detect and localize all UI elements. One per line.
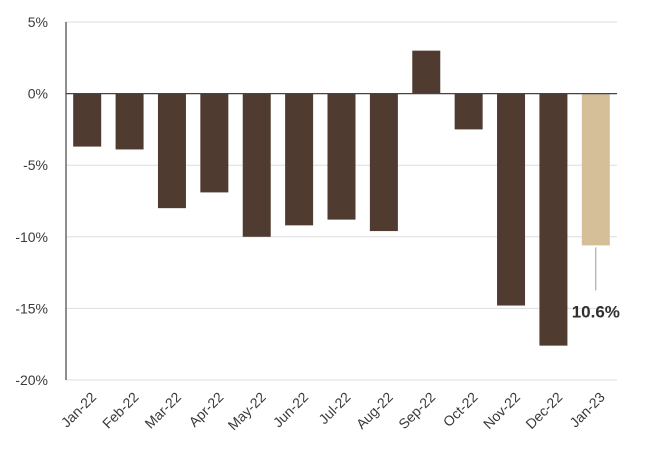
x-tick-label: Nov-22 (480, 389, 523, 432)
y-axis-tick-labels: 5% 0% -5% -10% -15% -20% (15, 14, 48, 388)
x-tick-label: Dec-22 (522, 389, 565, 432)
y-tick-label: -20% (15, 372, 48, 388)
x-tick-label: Mar-22 (141, 389, 184, 432)
y-tick-label: -5% (23, 157, 48, 173)
bar-jan-22 (73, 93, 102, 147)
callout-annotation: 10.6% (572, 247, 620, 321)
x-tick-label: Aug-22 (353, 389, 396, 432)
y-tick-label: 0% (28, 86, 48, 102)
bar-jan-23 (581, 93, 610, 246)
bar-apr-22 (200, 93, 229, 193)
y-tick-label: -10% (15, 229, 48, 245)
bar-sep-22 (412, 50, 441, 94)
x-tick-label: Oct-22 (440, 389, 481, 430)
x-tick-label: May-22 (225, 389, 269, 433)
y-tick-label: -15% (15, 300, 48, 316)
bar-nov-22 (497, 93, 526, 306)
x-tick-label: Jul-22 (315, 389, 353, 427)
x-tick-label: Jan-22 (58, 389, 100, 431)
x-tick-label: Sep-22 (395, 389, 438, 432)
x-tick-label: Feb-22 (99, 389, 142, 432)
bar-aug-22 (369, 93, 398, 232)
bars (73, 50, 610, 346)
x-tick-label: Apr-22 (185, 389, 226, 430)
x-tick-label: Jan-23 (566, 389, 608, 431)
bar-dec-22 (539, 93, 568, 346)
bar-mar-22 (157, 93, 186, 209)
bar-jun-22 (285, 93, 314, 226)
bar-oct-22 (454, 93, 483, 130)
gridlines (66, 21, 617, 381)
bar-may-22 (242, 93, 271, 237)
y-tick-label: 5% (28, 14, 48, 30)
callout-label: 10.6% (572, 302, 620, 321)
x-tick-label: Jun-22 (270, 389, 312, 431)
bar-feb-22 (115, 93, 144, 150)
bar-jul-22 (327, 93, 356, 220)
